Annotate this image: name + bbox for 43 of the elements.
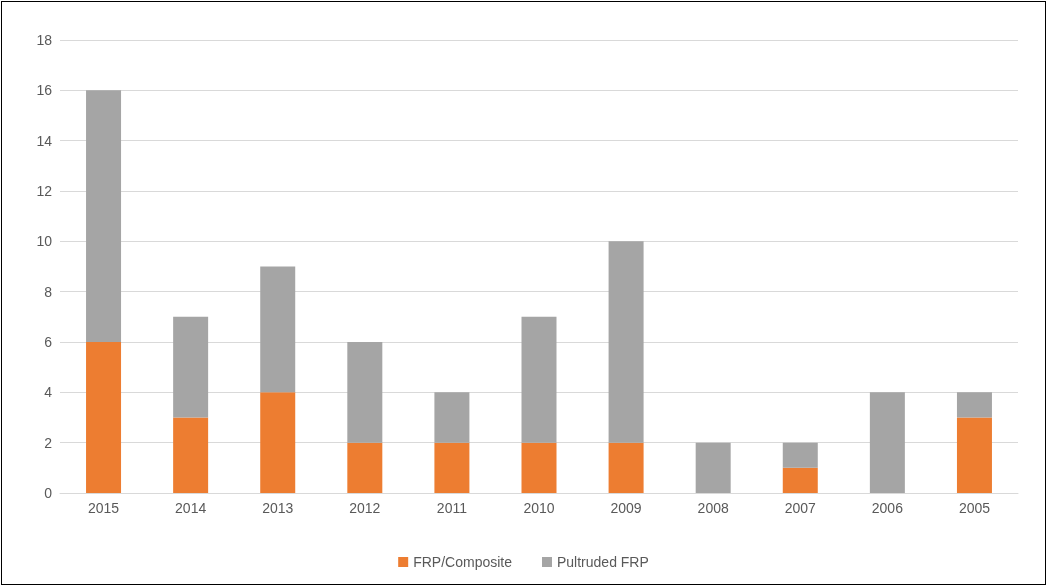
y-tick-label: 4	[44, 384, 53, 401]
bar	[86, 342, 122, 493]
bar	[521, 442, 557, 493]
y-tick-label: 0	[44, 485, 53, 501]
y-tick-label: 10	[36, 233, 53, 250]
x-tick-label: 2011	[436, 500, 468, 516]
y-tick-label: 8	[44, 283, 53, 300]
legend-label: FRP/Composite	[413, 554, 513, 570]
x-tick-label: 2010	[523, 500, 555, 516]
y-tick-label: 16	[36, 82, 53, 99]
bar	[869, 392, 905, 493]
bar	[173, 316, 209, 418]
y-tick-label: 12	[36, 183, 53, 199]
x-tick-label: 2007	[784, 500, 817, 516]
y-tick-label: 2	[44, 434, 53, 451]
bar	[782, 467, 818, 493]
bar	[695, 442, 731, 493]
y-tick-label: 14	[36, 132, 53, 149]
bar	[173, 417, 209, 493]
bar	[434, 442, 470, 493]
bar	[956, 392, 992, 418]
bar	[608, 241, 644, 443]
y-tick-label: 6	[44, 334, 53, 350]
x-tick-label: 2012	[349, 500, 381, 516]
bar	[260, 392, 296, 493]
x-tick-label: 2015	[87, 500, 120, 516]
bar	[260, 266, 296, 393]
bar	[434, 392, 470, 443]
bar	[782, 442, 818, 468]
bar	[521, 316, 557, 443]
bar	[347, 342, 383, 443]
x-tick-label: 2005	[958, 500, 991, 516]
bar	[608, 442, 644, 493]
x-tick-label: 2008	[697, 500, 729, 516]
x-tick-label: 2013	[262, 500, 294, 516]
x-tick-label: 2014	[175, 500, 207, 516]
x-tick-label: 2006	[871, 500, 904, 516]
y-tick-label: 18	[36, 32, 53, 48]
bar	[347, 442, 383, 493]
bar	[86, 90, 122, 342]
x-tick-label: 2009	[610, 500, 642, 516]
bar	[956, 417, 992, 493]
legend-label: Pultruded FRP	[556, 554, 649, 570]
